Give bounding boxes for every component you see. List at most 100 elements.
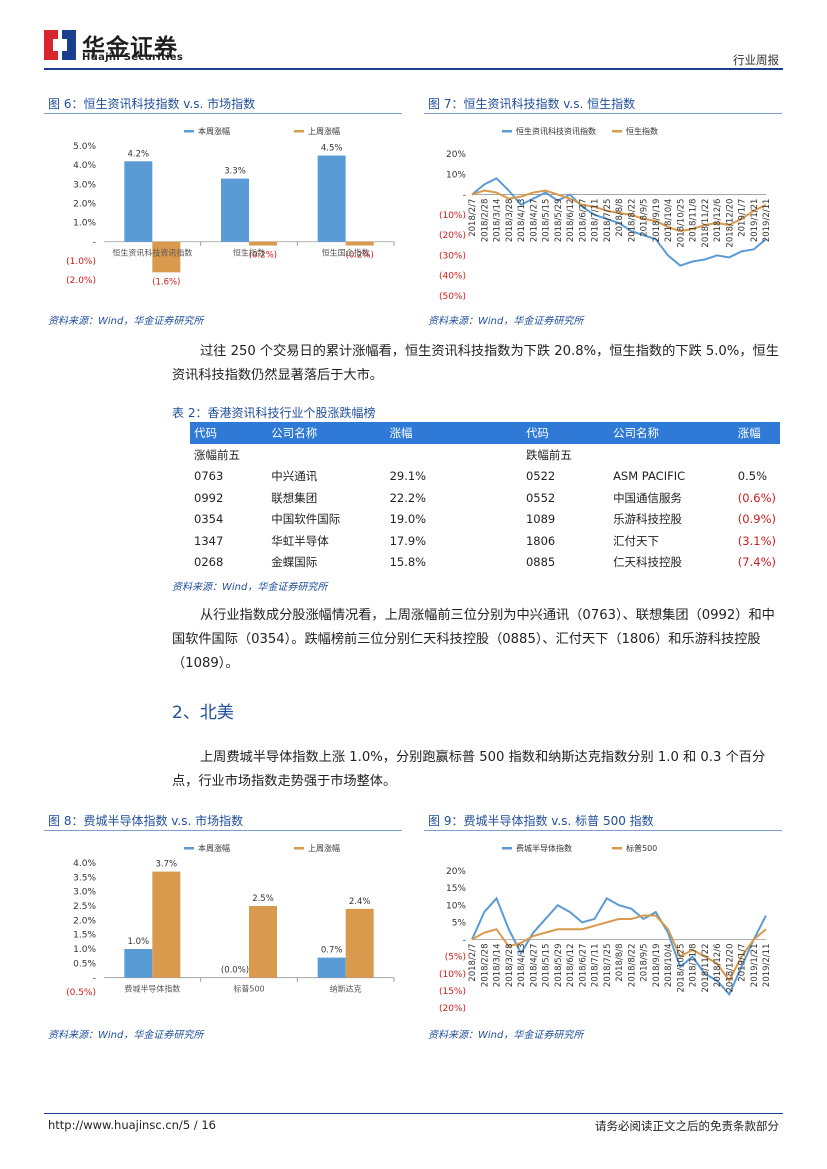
x-tick-label: 2018/10/25 — [676, 944, 686, 993]
fig8-title: 图 8：费城半导体指数 v.s. 市场指数 — [48, 814, 244, 828]
logo-name-en: Huajin Securities — [82, 52, 184, 63]
cell: 17.9% — [389, 533, 427, 548]
x-tick-label: 2018/9/19 — [652, 199, 662, 243]
fig8-source: 资料来源：Wind，华金证券研究所 — [48, 1030, 204, 1041]
x-tick-label: 2018/8/22 — [627, 199, 637, 243]
x-tick-label: 2018/12/6 — [713, 944, 723, 988]
bar-label: (0.2%) — [346, 251, 374, 261]
x-tick-label: 2018/12/6 — [713, 199, 723, 243]
fig9-title: 图 9：费城半导体指数 v.s. 标普 500 指数 — [428, 814, 654, 828]
table-row: 1347 华虹半导体 17.9% 1806 汇付天下 (3.1%) — [190, 530, 780, 552]
cell: 华虹半导体 — [271, 533, 329, 548]
y-tick-label: 3.0% — [73, 888, 96, 898]
bar — [345, 241, 374, 246]
x-tick-label: 2018/6/27 — [578, 944, 588, 988]
header-divider — [44, 68, 783, 70]
y-tick-label: (5%) — [445, 953, 466, 963]
series-line — [471, 177, 767, 267]
y-tick-label: 20% — [446, 867, 466, 877]
x-tick-label: 2018/12/20 — [725, 199, 735, 248]
x-tick-label: 2018/5/29 — [554, 199, 564, 243]
cell: 0992 — [194, 490, 224, 505]
bar-label: 3.3% — [224, 167, 246, 177]
cell: 29.1% — [389, 469, 427, 484]
x-category-label: 恒生国企指数 — [322, 248, 370, 258]
y-tick-label: 15% — [446, 884, 466, 894]
x-tick-label: 2018/11/8 — [689, 944, 699, 988]
footer-url-page: http://www.huajinsc.cn/5 / 16 — [48, 1118, 216, 1132]
fig9-source: 资料来源：Wind，华金证券研究所 — [428, 1030, 584, 1041]
fig6-rule — [44, 113, 402, 114]
legend-label: 恒生资讯科技资讯指数 — [516, 126, 596, 136]
legend-swatch — [612, 847, 622, 850]
y-tick-label: (2.0%) — [66, 276, 96, 286]
x-tick-label: 2019/2/11 — [762, 944, 772, 988]
x-tick-label: 2018/8/8 — [615, 944, 625, 982]
y-tick-label: 4.0% — [73, 859, 96, 869]
cell: ASM PACIFIC — [613, 469, 686, 484]
legend-label: 上周涨幅 — [308, 126, 340, 136]
y-tick-label: (0.5%) — [66, 988, 96, 998]
cell: (0.9%) — [737, 512, 776, 527]
bar-label: (0.0%) — [221, 966, 249, 976]
legend-label: 费城半导体指数 — [516, 843, 572, 853]
cell: 0268 — [194, 555, 224, 570]
table2-title: 表 2：香港资讯科技行业个股涨跌幅榜 — [172, 406, 376, 420]
x-tick-label: 2019/1/21 — [750, 199, 760, 243]
legend-swatch — [184, 847, 194, 850]
y-tick-label: 5.0% — [73, 142, 96, 152]
page-number: 5 / 16 — [182, 1118, 216, 1132]
footer-url[interactable]: http://www.huajinsc.cn/ — [48, 1118, 183, 1132]
cell: 1089 — [525, 512, 556, 527]
cell: 乐游科技控股 — [613, 512, 683, 527]
legend-label: 本周涨幅 — [198, 843, 230, 853]
bar-label: 1.0% — [128, 937, 150, 947]
x-tick-label: 2018/8/22 — [627, 944, 637, 988]
x-tick-label: 2018/10/25 — [676, 199, 686, 248]
table-row: 0763 中兴通讯 29.1% 0522 ASM PACIFIC 0.5% — [190, 466, 780, 488]
x-tick-label: 2018/5/15 — [542, 944, 552, 988]
bar — [124, 161, 153, 242]
y-tick-label: 0.5% — [73, 959, 96, 969]
x-tick-label: 2018/5/15 — [542, 199, 552, 243]
table-row: 0354 中国软件国际 19.0% 1089 乐游科技控股 (0.9%) — [190, 509, 780, 531]
table-header-row: 代码 公司名称 涨幅 代码 公司名称 涨幅 — [190, 422, 780, 444]
bar — [124, 949, 153, 978]
y-tick-label: (20%) — [439, 1004, 466, 1014]
legend-swatch — [502, 847, 512, 850]
legend-label: 标普500 — [626, 843, 657, 853]
huajin-logo-icon — [44, 30, 76, 60]
legend-swatch — [612, 130, 622, 133]
fig9-rule — [424, 830, 782, 831]
paragraph-hk-cumulative: 过往 250 个交易日的累计涨幅看，恒生资讯科技指数为下跌 20.8%，恒生指数… — [172, 344, 779, 383]
fig7-rule — [424, 113, 782, 114]
movers-table: 代码 公司名称 涨幅 代码 公司名称 涨幅 涨幅前五 跌幅前五 0763 中兴通… — [190, 422, 780, 573]
bar — [345, 908, 374, 978]
y-tick-label: 2.5% — [73, 902, 96, 912]
fig9-chart: 费城半导体指数 标普500 20% 15% 10% 5% - (5%) (10%) (15%) (2… — [439, 843, 772, 1014]
x-category-label: 标普500 — [233, 984, 264, 994]
x-tick-label: 2018/10/4 — [664, 199, 674, 243]
legend-swatch — [294, 847, 304, 850]
y-tick-label: 2.0% — [73, 916, 96, 926]
paragraph-na-summary: 上周费城半导体指数上涨 1.0%，分别跑赢标普 500 指数和纳斯达克指数分别 … — [172, 750, 766, 789]
y-tick-label: (20%) — [439, 231, 466, 241]
table-row: 0268 金蝶国际 15.8% 0885 仁天科技控股 (7.4%) — [190, 552, 780, 574]
bar-label: 3.7% — [156, 860, 178, 870]
footer-disclaimer: 请务必阅读正文之后的免责条款部分 — [595, 1119, 779, 1133]
x-tick-label: 2018/6/27 — [578, 199, 588, 243]
cell: 0885 — [525, 555, 556, 570]
x-tick-label: 2018/9/5 — [640, 944, 650, 982]
table2-source: 资料来源：Wind，华金证券研究所 — [172, 582, 328, 593]
report-type: 行业周报 — [733, 53, 779, 67]
fig7-chart: 恒生资讯科技资讯指数 恒生指数 20% 10% - (10%) (20%) (30%) (40%… — [439, 126, 772, 302]
section-heading-north-america: 2、北美 — [172, 703, 234, 723]
header-code: 代码 — [521, 422, 610, 444]
x-tick-label: 2018/12/20 — [725, 944, 735, 993]
fig7-source: 资料来源：Wind，华金证券研究所 — [428, 316, 584, 327]
y-tick-label: (30%) — [439, 251, 466, 261]
y-tick-label: 10% — [446, 901, 466, 911]
y-tick-label: (50%) — [439, 292, 466, 302]
y-tick-label: (10%) — [439, 211, 466, 221]
x-tick-label: 2018/3/14 — [493, 199, 503, 243]
